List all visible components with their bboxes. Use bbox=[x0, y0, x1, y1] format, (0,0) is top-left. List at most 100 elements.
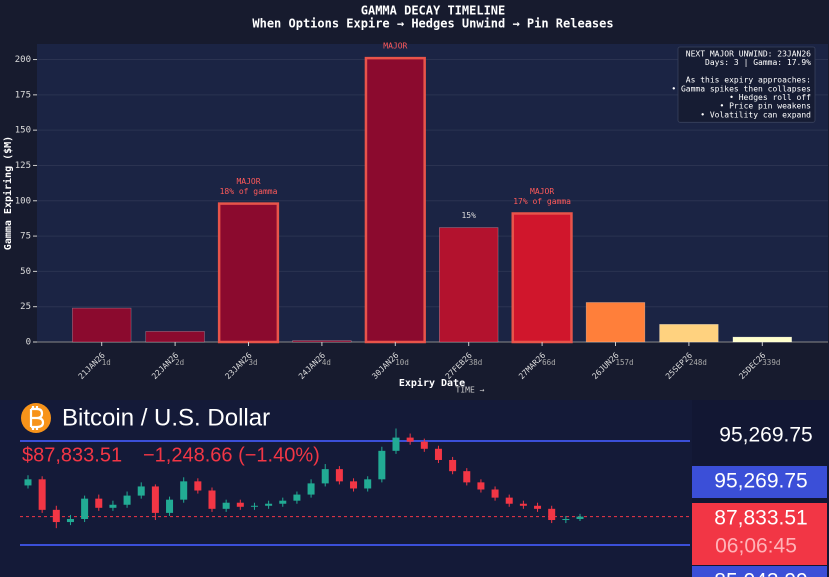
bar-annotation: MAJOR bbox=[383, 42, 407, 51]
info-line: • Hedges roll off bbox=[729, 93, 811, 102]
y-tick-label: 150 bbox=[15, 126, 31, 136]
candle-body bbox=[38, 479, 46, 510]
days-label: 1d bbox=[102, 358, 111, 367]
candle-body bbox=[562, 519, 570, 521]
bar bbox=[217, 202, 280, 344]
chart-title: GAMMA DECAY TIMELINE bbox=[361, 4, 506, 18]
bar bbox=[732, 336, 792, 343]
candle-body bbox=[307, 483, 315, 495]
candle-body bbox=[534, 505, 542, 509]
candle-body bbox=[236, 502, 244, 507]
info-line: As this expiry approaches: bbox=[686, 76, 811, 85]
candle-body bbox=[576, 516, 584, 519]
candle-body bbox=[420, 441, 428, 449]
last-price: $87,833.51 bbox=[22, 444, 122, 466]
info-line: NEXT MAJOR UNWIND: 23JAN26 bbox=[686, 50, 811, 59]
bar bbox=[439, 227, 499, 343]
candle-body bbox=[335, 469, 343, 482]
days-label: 339d bbox=[762, 358, 780, 367]
high-label: 95,269.75 bbox=[719, 424, 812, 447]
candle-body bbox=[350, 481, 358, 489]
bitcoin-icon bbox=[21, 403, 51, 433]
y-tick-label: 200 bbox=[15, 55, 31, 65]
bar-annotation: MAJOR bbox=[236, 177, 260, 186]
price-label: 95,269.75 bbox=[714, 470, 807, 493]
candle-body bbox=[109, 504, 117, 508]
days-label: 2d bbox=[175, 358, 184, 367]
x-axis-label: Expiry Date bbox=[399, 377, 465, 389]
days-label: 3d bbox=[249, 358, 258, 367]
candle-body bbox=[66, 519, 74, 523]
price-label: 85,043.99 bbox=[714, 570, 807, 577]
y-tick-label: 50 bbox=[20, 267, 31, 277]
candle-body bbox=[279, 500, 287, 504]
candle-body bbox=[434, 448, 442, 460]
candle-body bbox=[505, 497, 513, 504]
candle-body bbox=[180, 481, 188, 500]
candle-body bbox=[293, 494, 301, 501]
candle-body bbox=[491, 489, 499, 498]
candle-body bbox=[151, 486, 159, 513]
info-box-bg bbox=[677, 46, 816, 123]
y-tick-label: 100 bbox=[15, 196, 31, 206]
chart-subtitle: When Options Expire → Hedges Unwind → Pi… bbox=[252, 17, 613, 31]
candle-body bbox=[477, 482, 485, 490]
bar-annotation: MAJOR bbox=[530, 187, 554, 196]
info-line: • Gamma spikes then collapses bbox=[671, 84, 811, 93]
candle-body bbox=[463, 471, 471, 483]
info-line: Days: 3 | Gamma: 17.9% bbox=[705, 58, 811, 67]
candle-body bbox=[208, 490, 216, 509]
x-axis-note: TIME → bbox=[456, 386, 485, 395]
candle-body bbox=[265, 503, 273, 506]
days-label: 157d bbox=[616, 358, 634, 367]
candle-body bbox=[137, 486, 145, 496]
days-label: 4d bbox=[322, 358, 331, 367]
candle-body bbox=[364, 479, 372, 489]
candle-body bbox=[378, 450, 386, 480]
symbol-title: Bitcoin / U.S. Dollar bbox=[62, 404, 270, 431]
candle-body bbox=[519, 503, 527, 506]
icon-glyph bbox=[29, 406, 45, 430]
price-label: 87,833.51 bbox=[714, 507, 807, 530]
bar bbox=[659, 324, 719, 343]
y-tick-label: 175 bbox=[15, 90, 31, 100]
candle-body bbox=[250, 505, 258, 507]
bar bbox=[511, 212, 573, 344]
days-label: 66d bbox=[542, 358, 556, 367]
bar bbox=[292, 340, 352, 343]
bar bbox=[145, 331, 205, 343]
bar-annotation: 18% of gamma bbox=[220, 187, 278, 196]
bar bbox=[364, 56, 426, 344]
candle-body bbox=[24, 479, 32, 486]
y-axis-label: Gamma Expiring ($M) bbox=[2, 136, 14, 250]
price-change: −1,248.66 (−1.40%) bbox=[143, 444, 320, 466]
candle-body bbox=[123, 495, 131, 505]
candle-body bbox=[548, 508, 556, 521]
candle-body bbox=[392, 437, 400, 451]
days-label: 38d bbox=[469, 358, 483, 367]
candle-body bbox=[321, 469, 329, 484]
info-line: • Price pin weakens bbox=[719, 102, 811, 111]
candle-body bbox=[81, 498, 89, 519]
info-line: • Volatility can expand bbox=[700, 110, 811, 119]
candle-body bbox=[166, 499, 174, 513]
bar-annotation: 17% of gamma bbox=[513, 197, 571, 206]
y-tick-label: 75 bbox=[20, 232, 31, 242]
price-label-bg bbox=[692, 503, 827, 565]
candle-body bbox=[449, 459, 457, 472]
days-label: 10d bbox=[395, 358, 409, 367]
y-tick-label: 125 bbox=[15, 161, 31, 171]
price-label-bg bbox=[692, 566, 827, 577]
price-label-bg bbox=[692, 466, 827, 498]
countdown: 06;06:45 bbox=[715, 535, 797, 558]
y-tick-label: 0 bbox=[26, 338, 31, 348]
bar bbox=[585, 302, 646, 343]
candle-body bbox=[222, 502, 230, 509]
bar bbox=[72, 307, 132, 343]
candle-body bbox=[406, 437, 414, 442]
candle-body bbox=[95, 498, 103, 508]
candle-body bbox=[194, 481, 202, 491]
